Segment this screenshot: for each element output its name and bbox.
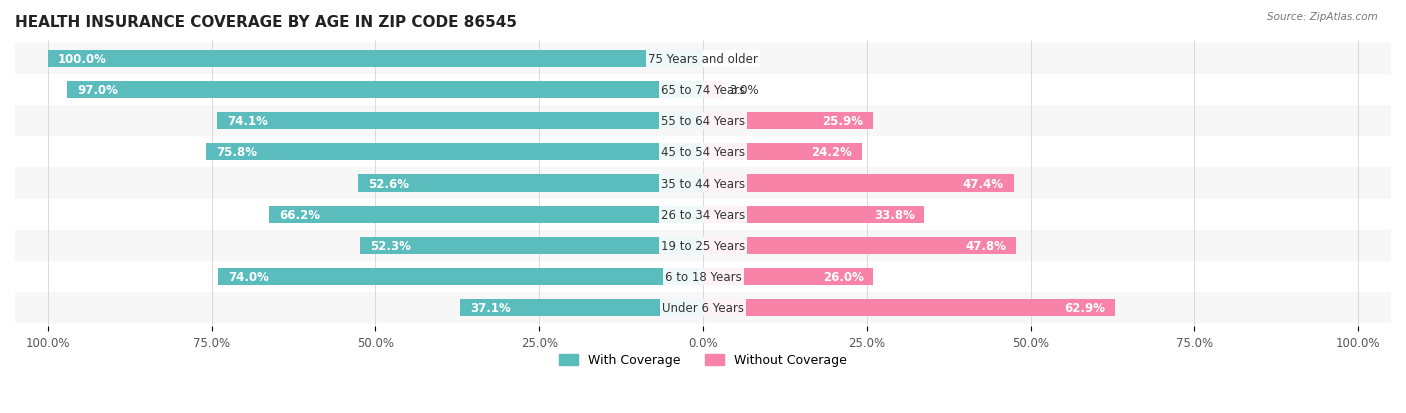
Text: Under 6 Years: Under 6 Years [662, 301, 744, 314]
Text: 47.4%: 47.4% [963, 177, 1004, 190]
Text: 24.2%: 24.2% [811, 146, 852, 159]
Text: 97.0%: 97.0% [77, 84, 118, 97]
Legend: With Coverage, Without Coverage: With Coverage, Without Coverage [554, 349, 852, 372]
Text: 3.0%: 3.0% [730, 84, 759, 97]
Bar [15, 106, 1391, 137]
Text: 100.0%: 100.0% [58, 53, 107, 66]
Bar [703, 237, 1017, 254]
Text: 35 to 44 Years: 35 to 44 Years [661, 177, 745, 190]
Text: 55 to 64 Years: 55 to 64 Years [661, 115, 745, 128]
Text: 74.0%: 74.0% [228, 270, 269, 283]
Bar [703, 113, 873, 130]
Text: 47.8%: 47.8% [966, 239, 1007, 252]
Bar [703, 144, 862, 161]
Bar [460, 299, 703, 316]
Text: 19 to 25 Years: 19 to 25 Years [661, 239, 745, 252]
Bar [15, 137, 1391, 168]
Text: 52.3%: 52.3% [370, 239, 411, 252]
Bar [15, 261, 1391, 292]
Bar [359, 175, 703, 192]
Bar [218, 113, 703, 130]
Bar [703, 82, 723, 99]
Bar [15, 75, 1391, 106]
Bar [15, 199, 1391, 230]
Text: 65 to 74 Years: 65 to 74 Years [661, 84, 745, 97]
Text: 25.9%: 25.9% [823, 115, 863, 128]
Bar [218, 268, 703, 285]
Bar [15, 292, 1391, 323]
Text: 52.6%: 52.6% [368, 177, 409, 190]
Text: 37.1%: 37.1% [470, 301, 510, 314]
Text: 75 Years and older: 75 Years and older [648, 53, 758, 66]
Bar [360, 237, 703, 254]
Bar [269, 206, 703, 223]
Bar [703, 175, 1014, 192]
Text: HEALTH INSURANCE COVERAGE BY AGE IN ZIP CODE 86545: HEALTH INSURANCE COVERAGE BY AGE IN ZIP … [15, 15, 517, 30]
Text: 66.2%: 66.2% [278, 208, 321, 221]
Bar [703, 268, 873, 285]
Bar [15, 168, 1391, 199]
Text: 74.1%: 74.1% [228, 115, 269, 128]
Text: 75.8%: 75.8% [217, 146, 257, 159]
Bar [15, 44, 1391, 75]
Bar [67, 82, 703, 99]
Text: Source: ZipAtlas.com: Source: ZipAtlas.com [1267, 12, 1378, 22]
Bar [703, 299, 1115, 316]
Text: 62.9%: 62.9% [1064, 301, 1105, 314]
Text: 45 to 54 Years: 45 to 54 Years [661, 146, 745, 159]
Text: 26 to 34 Years: 26 to 34 Years [661, 208, 745, 221]
Bar [15, 230, 1391, 261]
Text: 6 to 18 Years: 6 to 18 Years [665, 270, 741, 283]
Bar [48, 51, 703, 68]
Text: 33.8%: 33.8% [873, 208, 915, 221]
Bar [207, 144, 703, 161]
Text: 26.0%: 26.0% [823, 270, 863, 283]
Bar [703, 206, 925, 223]
